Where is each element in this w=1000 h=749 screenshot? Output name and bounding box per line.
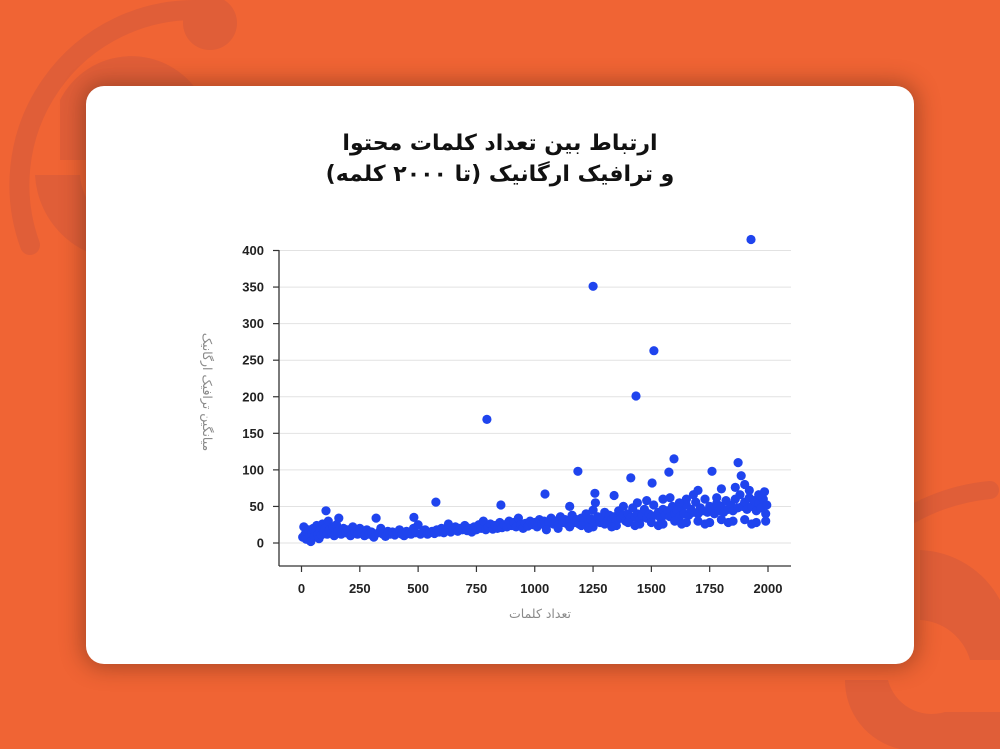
data-point xyxy=(700,494,710,504)
data-point xyxy=(609,490,619,501)
data-point xyxy=(658,494,668,504)
chart-title-line-1: ارتباط بین تعداد کلمات محتوا xyxy=(342,131,658,156)
data-point xyxy=(631,391,641,401)
data-point xyxy=(618,501,629,511)
data-point xyxy=(735,490,745,500)
y-tick-label: 100 xyxy=(242,462,264,477)
data-point xyxy=(761,509,771,519)
deco-arc-top-left xyxy=(9,0,205,255)
x-tick-label: 0 xyxy=(298,581,305,596)
chart-card xyxy=(86,86,914,664)
data-point xyxy=(588,281,598,291)
x-tick-label: 250 xyxy=(349,581,371,596)
data-point xyxy=(607,522,617,532)
data-point xyxy=(409,512,419,523)
data-point xyxy=(630,520,640,531)
data-point xyxy=(600,519,610,529)
data-point xyxy=(482,414,492,424)
data-point xyxy=(576,520,587,531)
data-points xyxy=(298,234,772,547)
x-tick-label: 1500 xyxy=(637,581,666,596)
x-axis-ticks: 0 250 500 750 1000 1250 1500 1750 2000 xyxy=(298,566,783,596)
data-point xyxy=(664,467,674,477)
data-point xyxy=(740,479,750,490)
data-point xyxy=(590,498,601,508)
data-point xyxy=(693,516,703,526)
data-point xyxy=(716,515,727,525)
x-tick-label: 1000 xyxy=(520,581,549,596)
y-tick-label: 150 xyxy=(242,426,264,441)
x-tick-label: 500 xyxy=(407,581,429,596)
y-axis-ticks: 0 50 100 150 200 250 300 350 400 xyxy=(242,243,279,551)
data-point xyxy=(642,496,652,506)
data-point xyxy=(761,516,771,526)
y-tick-label: 200 xyxy=(242,389,264,404)
deco-s-bottom xyxy=(844,680,1000,749)
data-point xyxy=(716,484,727,494)
gridlines xyxy=(280,250,791,544)
deco-s-top xyxy=(920,550,1000,660)
data-point xyxy=(647,478,657,488)
data-point xyxy=(762,500,772,510)
data-point xyxy=(565,522,575,532)
deco-dot-top-left xyxy=(183,0,237,50)
data-point xyxy=(681,494,692,504)
data-point xyxy=(733,458,743,468)
data-point xyxy=(740,515,750,525)
x-tick-label: 1250 xyxy=(579,581,608,596)
data-point xyxy=(649,500,659,510)
data-point xyxy=(540,489,550,499)
data-point xyxy=(553,523,563,534)
data-point xyxy=(371,513,381,523)
data-point xyxy=(565,501,575,511)
y-tick-label: 250 xyxy=(242,353,264,368)
data-point xyxy=(334,513,344,523)
data-point xyxy=(583,523,594,534)
data-point xyxy=(723,517,733,528)
data-point xyxy=(730,482,740,492)
data-point xyxy=(321,506,331,516)
data-point xyxy=(674,498,685,508)
y-tick-label: 400 xyxy=(242,243,264,258)
data-point xyxy=(746,234,756,245)
data-point xyxy=(653,520,664,531)
y-tick-label: 300 xyxy=(242,316,264,331)
y-tick-label: 350 xyxy=(242,280,264,295)
data-point xyxy=(669,454,679,464)
data-point xyxy=(496,500,506,510)
data-point xyxy=(712,493,722,503)
data-point xyxy=(590,488,600,498)
x-tick-label: 2000 xyxy=(754,581,783,596)
data-point xyxy=(677,519,687,529)
chart-title-line-2: و ترافیک ارگانیک (تا ۲۰۰۰ کلمه) xyxy=(325,162,675,187)
data-point xyxy=(541,525,552,535)
x-axis-title: تعداد کلمات xyxy=(509,606,571,621)
data-point xyxy=(665,493,675,503)
y-tick-label: 50 xyxy=(250,499,264,514)
data-point xyxy=(588,505,598,515)
data-point xyxy=(670,516,680,526)
data-point xyxy=(700,519,710,529)
x-tick-label: 750 xyxy=(466,581,488,596)
data-point xyxy=(573,466,583,476)
data-point xyxy=(413,520,423,530)
data-point xyxy=(431,497,441,507)
data-point xyxy=(632,498,643,508)
x-tick-label: 1750 xyxy=(695,581,724,596)
data-point xyxy=(649,346,659,356)
data-point xyxy=(646,517,657,528)
data-point xyxy=(623,517,633,528)
data-point xyxy=(626,473,636,483)
data-point xyxy=(707,466,717,476)
chart-title: ارتباط بین تعداد کلمات محتوا و ترافیک ار… xyxy=(0,128,1000,190)
data-point xyxy=(759,487,770,497)
data-point xyxy=(736,471,746,481)
y-tick-label: 0 xyxy=(257,536,264,551)
y-axis-title: میانگین ترافیک ارگانیک xyxy=(199,333,215,451)
data-point xyxy=(693,485,703,495)
data-point xyxy=(747,519,757,529)
